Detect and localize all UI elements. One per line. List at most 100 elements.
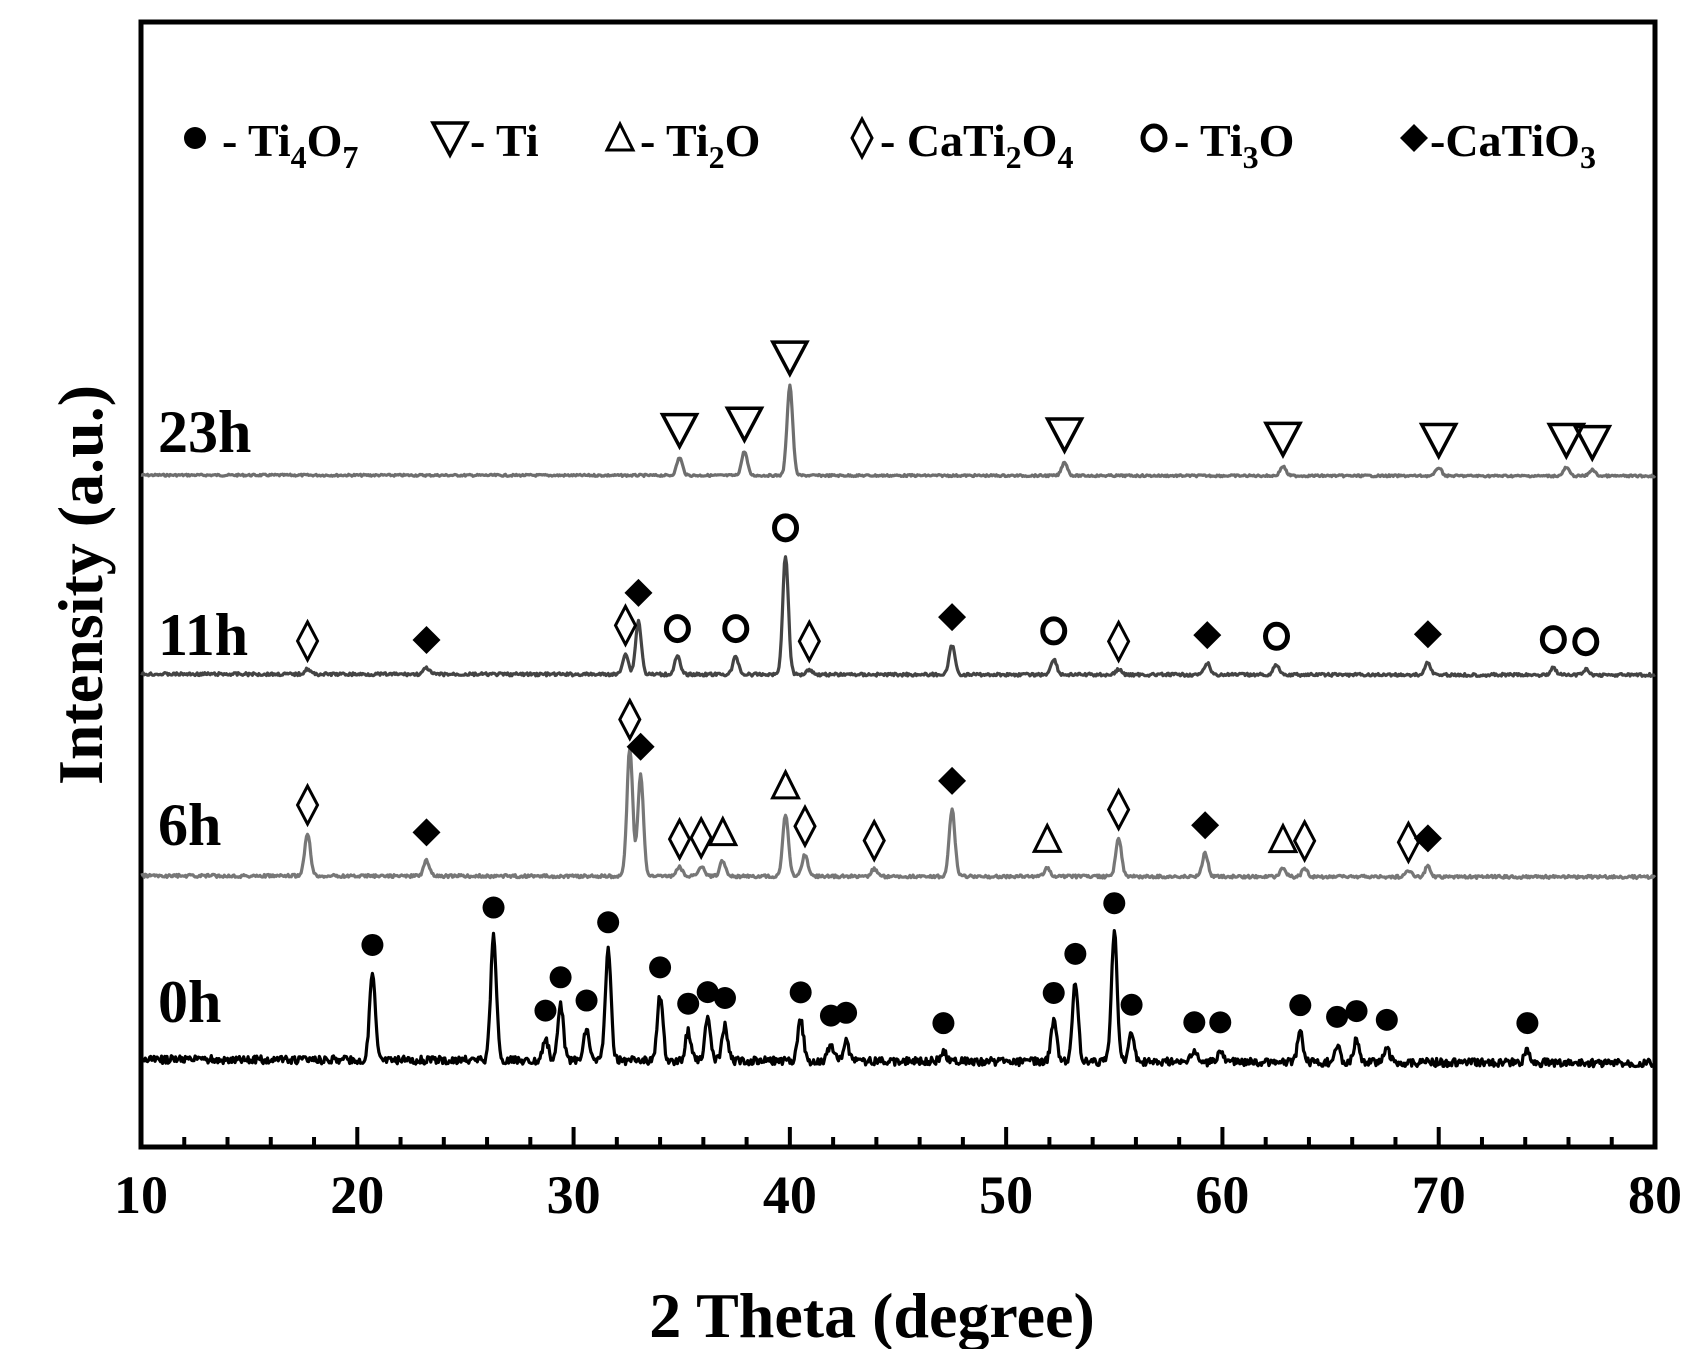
series-line-0h [140,929,1656,1069]
legend-label-CaTi2O4: - CaTi2O4 [880,115,1073,175]
series-labels: 23h 11h 6h 0h [158,399,251,1035]
series-line-6h [140,747,1657,880]
marker-up-triangle [770,768,801,800]
marker-filled-circle [789,981,812,1004]
marker-filled-circle [932,1012,955,1035]
marker-filled-circle [361,933,384,956]
marker-down-triangle [1572,424,1613,463]
legend: - Ti4O7 - Ti - Ti2O - CaTi2O4 - Ti3O -CaTiO3 [184,115,1596,175]
marker-filled-diamond [626,732,655,761]
marker-up-triangle [707,815,739,847]
marker-filled-circle [649,956,672,979]
marker-filled-diamond [412,818,441,847]
marker-down-triangle [430,121,470,159]
marker-open-circle [772,513,800,543]
legend-label-Ti4O7: - Ti4O7 [222,115,358,175]
x-axis-title: 2 Theta (degree) [649,1280,1095,1349]
y-axis-title: Intensity (a.u.) [45,385,116,785]
marker-filled-circle [1209,1011,1232,1034]
x-tick-label: 40 [763,1165,817,1225]
marker-filled-circle [184,127,206,149]
marker-open-circle [1572,627,1600,657]
marker-filled-circle [1345,1000,1368,1023]
marker-filled-circle [1183,1011,1206,1034]
marker-open-diamond [797,619,822,664]
series-label-0h: 0h [158,969,221,1035]
series-label-23h: 23h [158,399,251,465]
series-curves [140,383,1657,1069]
legend-label-Ti3O: - Ti3O [1174,115,1294,175]
marker-open-diamond [1106,787,1131,832]
series-line-11h [140,555,1656,678]
marker-filled-circle [696,981,719,1004]
marker-open-circle [722,614,750,644]
marker-up-triangle [1267,822,1299,854]
marker-filled-diamond [938,603,967,632]
marker-filled-circle [1103,892,1126,915]
marker-filled-circle [713,986,736,1009]
marker-down-triangle [1418,422,1459,461]
marker-filled-diamond [1413,620,1442,649]
legend-label-Ti2O: - Ti2O [640,115,760,175]
x-tick-label: 30 [547,1165,601,1225]
marker-open-circle [1040,616,1068,646]
x-tick-label: 10 [114,1165,168,1225]
x-tick-label: 70 [1412,1165,1466,1225]
peak-markers [295,340,1613,1035]
marker-open-diamond [1396,820,1421,865]
marker-open-diamond [850,115,874,161]
series-line-23h [140,383,1657,479]
marker-open-diamond [862,818,886,863]
x-tick-label: 80 [1628,1165,1682,1225]
marker-down-triangle [1044,417,1085,455]
marker-open-diamond [295,782,320,828]
marker-filled-circle [575,989,598,1012]
marker-filled-diamond [1400,124,1428,152]
marker-open-circle [663,614,691,644]
marker-filled-circle [1375,1008,1398,1031]
marker-filled-circle [1064,942,1087,965]
marker-filled-diamond [412,625,441,654]
marker-open-circle [1140,123,1168,153]
marker-filled-circle [1516,1012,1539,1035]
marker-up-triangle [604,120,636,152]
marker-open-diamond [618,697,642,742]
marker-filled-circle [534,999,557,1022]
marker-open-circle [1539,625,1567,655]
marker-open-diamond [689,815,713,861]
marker-filled-circle [1120,993,1143,1016]
marker-down-triangle [769,340,810,378]
marker-open-diamond [613,603,638,648]
marker-filled-circle [549,966,572,989]
marker-open-diamond [295,618,320,664]
x-tick-label: 60 [1195,1165,1249,1225]
x-tick-label: 50 [979,1165,1033,1225]
marker-open-circle [1263,621,1290,651]
marker-filled-circle [1289,994,1312,1017]
series-label-11h: 11h [158,602,248,668]
marker-down-triangle [724,406,765,445]
marker-filled-circle [1326,1005,1349,1028]
marker-open-diamond [1292,818,1317,864]
legend-label-Ti: - Ti [470,115,539,166]
marker-down-triangle [659,412,700,451]
marker-filled-diamond [1191,811,1220,840]
legend-label-CaTiO3: -CaTiO3 [1430,115,1596,175]
x-ticks [139,1127,1657,1147]
marker-filled-diamond [1193,621,1222,650]
marker-up-triangle [1031,822,1063,853]
marker-down-triangle [1263,421,1303,460]
series-label-6h: 6h [158,792,221,858]
x-tick-label: 20 [330,1165,384,1225]
marker-open-diamond [1106,619,1131,664]
marker-open-diamond [793,804,817,849]
x-tick-labels: 10 20 30 40 50 60 70 80 [114,1165,1682,1225]
marker-filled-diamond [1413,824,1442,853]
marker-filled-circle [482,896,505,919]
marker-down-triangle [1546,422,1587,461]
marker-filled-circle [677,992,700,1015]
marker-filled-circle [597,911,620,934]
marker-open-diamond [667,816,692,862]
plot-frame [138,19,1658,1150]
